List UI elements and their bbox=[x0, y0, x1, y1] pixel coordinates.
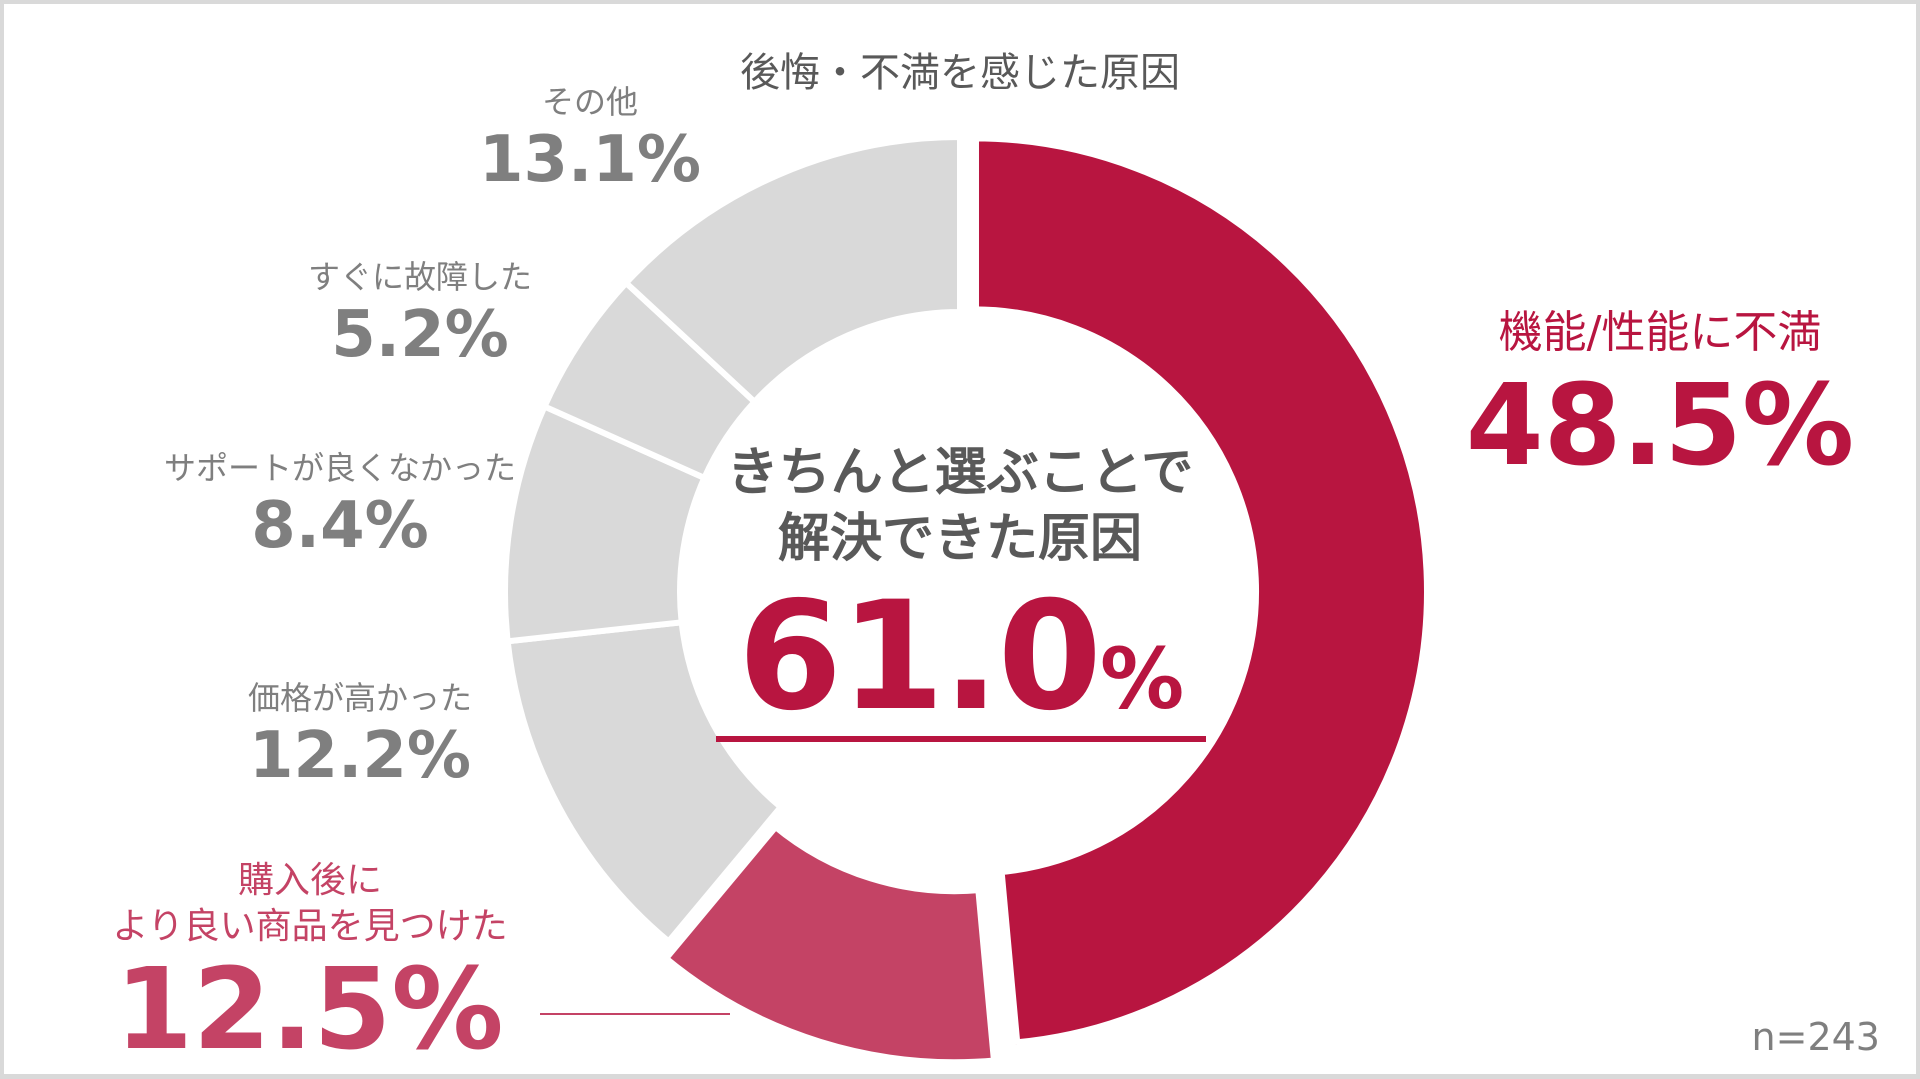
label-value: 12.5% bbox=[115, 945, 504, 1075]
slice-other bbox=[621, 133, 963, 407]
label-value: 5.2% bbox=[331, 298, 509, 372]
label-price: 価格が高かった 12.2% bbox=[160, 678, 560, 794]
center-value-number: 61.0 bbox=[737, 570, 1102, 744]
label-name: サポートが良くなかった bbox=[163, 449, 516, 487]
label-broke: すぐに故障した 5.2% bbox=[230, 257, 610, 373]
label-name: その他 bbox=[541, 83, 638, 121]
label-name: 機能/性能に不満 bbox=[1498, 307, 1822, 358]
label-better-product: 購入後に より良い商品を見つけた 12.5% bbox=[90, 858, 530, 1070]
slice-better-product bbox=[656, 817, 1002, 1070]
center-caption-line1: きちんと選ぶことで bbox=[726, 443, 1194, 503]
label-value: 12.2% bbox=[248, 719, 472, 793]
center-value-unit: % bbox=[1099, 630, 1184, 728]
center-underline bbox=[716, 736, 1206, 742]
center-value: 61.0% bbox=[700, 572, 1220, 764]
label-value: 48.5% bbox=[1465, 361, 1855, 491]
label-other: その他 13.1% bbox=[380, 82, 800, 198]
label-support: サポートが良くなかった 8.4% bbox=[130, 448, 550, 564]
center-caption-line2: 解決できた原因 bbox=[777, 509, 1142, 569]
label-performance: 機能/性能に不満 48.5% bbox=[1440, 305, 1880, 491]
leader-line bbox=[540, 1013, 730, 1015]
label-name-line1: 購入後に bbox=[237, 860, 382, 901]
label-value: 8.4% bbox=[251, 489, 429, 563]
label-name: 価格が高かった bbox=[247, 679, 472, 717]
slice-performance bbox=[968, 131, 1434, 1050]
label-name: すぐに故障した bbox=[307, 258, 532, 296]
label-value: 13.1% bbox=[478, 123, 702, 197]
chart-title: 後悔・不満を感じた原因 bbox=[740, 50, 1180, 96]
center-annotation: きちんと選ぶことで 解決できた原因 61.0% bbox=[700, 440, 1220, 764]
sample-size: n=243 bbox=[1751, 1015, 1880, 1059]
label-name-line2: より良い商品を見つけた bbox=[112, 906, 508, 947]
